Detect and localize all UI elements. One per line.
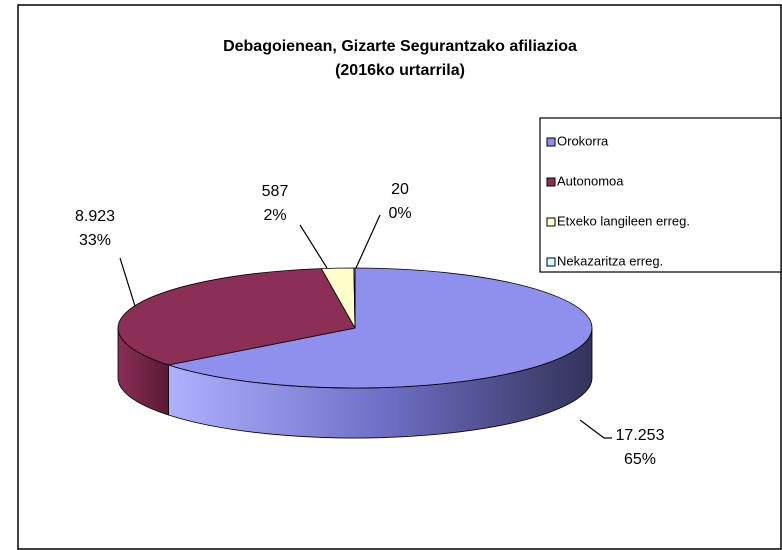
legend-swatch [546,217,556,227]
pie-tops [117,267,593,389]
data-labels: 17.253 65% 8.923 33% 587 2% 20 0% [75,181,665,468]
leader-line [355,214,381,269]
leader-line [299,224,328,269]
pie-slice [166,267,593,389]
legend-swatch [546,137,556,147]
leader-line [579,419,612,439]
pie-slice [353,267,356,329]
legend: Orokorra Autonomoa Etxeko langileen erreg.… [546,133,690,268]
legend-swatch [546,177,556,187]
legend-box [539,117,782,273]
legend-label: Orokorra [557,133,609,148]
leader-line [119,257,136,307]
chart-subtitle: (2016ko urtarrila) [335,62,465,79]
percent-label: 2% [263,207,286,224]
percent-label: 0% [388,205,411,222]
legend-swatch [546,257,556,267]
pie-sides [117,327,593,439]
legend-label: Autonomoa [557,173,624,188]
value-label: 8.923 [75,208,115,225]
value-label: 17.253 [616,427,665,444]
value-label: 20 [391,181,409,198]
percent-label: 65% [624,451,656,468]
percent-label: 33% [79,232,111,249]
legend-label: Etxeko langileen erreg. [557,213,690,228]
legend-label: Nekazaritza erreg. [557,253,663,268]
value-label: 587 [262,183,289,200]
chart-title: Debagoienean, Gizarte Segurantzako afili… [223,38,577,55]
